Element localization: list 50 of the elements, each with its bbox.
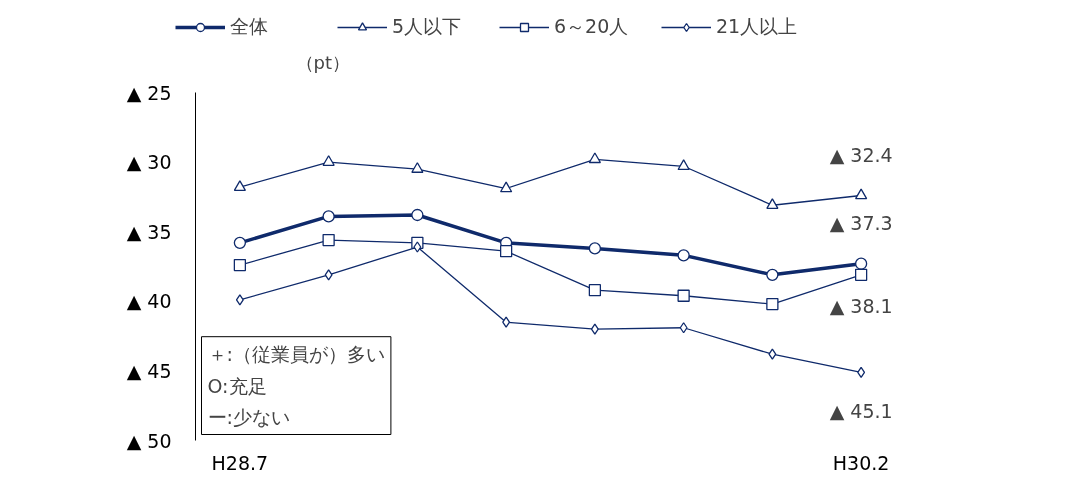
annotation: O:充足 (207, 374, 267, 397)
data-label: ▲ 45.1 (829, 400, 893, 423)
point (588, 284, 602, 297)
point (411, 162, 424, 173)
point (233, 236, 247, 249)
point (499, 181, 513, 193)
legend-label: 6～20人 (554, 14, 630, 39)
data-label: ▲ 38.1 (829, 294, 893, 317)
point (857, 366, 866, 378)
point (411, 208, 424, 222)
point (502, 316, 511, 328)
point (854, 188, 868, 200)
point (854, 268, 868, 281)
legend-label: 21人以上 (716, 14, 799, 39)
point (235, 294, 244, 306)
point (766, 198, 779, 210)
point (679, 322, 688, 334)
point (588, 152, 602, 164)
y-axis-title: （pt） (295, 51, 350, 73)
point (233, 258, 247, 272)
point (233, 180, 247, 191)
annotation: ー:少ない (207, 406, 290, 429)
y-tick-label: ▲ 30 (126, 151, 172, 174)
x-tick-label: H28.7 (211, 451, 269, 474)
point (499, 245, 513, 258)
point (590, 323, 599, 335)
point (322, 155, 335, 166)
y-tick-label: ▲ 40 (126, 290, 172, 313)
point (677, 249, 690, 262)
point (677, 159, 690, 171)
y-tick-label: ▲ 35 (126, 220, 172, 243)
point (766, 297, 779, 311)
y-tick-label: ▲ 45 (126, 359, 172, 382)
y-tick-label: ▲ 50 (126, 429, 172, 452)
point (322, 210, 335, 223)
point (854, 257, 868, 270)
data-label: ▲ 37.3 (829, 211, 893, 234)
point (413, 241, 422, 253)
point (588, 242, 602, 255)
point (324, 269, 333, 281)
annotation: ＋:（従業員が）多い (207, 342, 385, 365)
point (768, 348, 777, 360)
x-tick-label: H30.2 (832, 451, 890, 474)
y-tick-label: ▲ 25 (126, 81, 172, 104)
point (677, 289, 690, 302)
point (322, 233, 335, 247)
point (766, 268, 779, 281)
data-label: ▲ 32.4 (829, 143, 893, 166)
legend-label: 全体 (230, 14, 269, 39)
legend-label: 5人以下 (392, 14, 463, 39)
